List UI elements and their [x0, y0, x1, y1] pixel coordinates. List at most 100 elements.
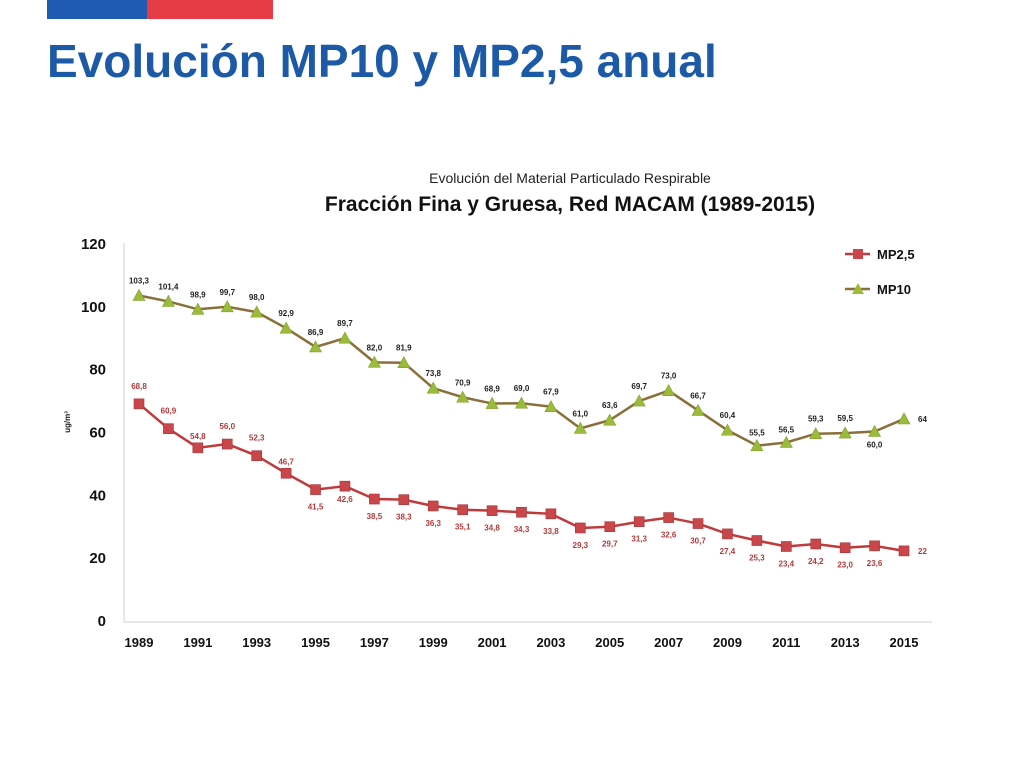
data-label-mp10: 61,0 — [573, 409, 589, 418]
data-label-mp10: 86,9 — [308, 328, 324, 337]
data-label-mp25: 54,8 — [190, 432, 206, 441]
data-point-mp25 — [516, 506, 527, 518]
data-point-mp10 — [191, 302, 205, 315]
data-label-mp10: 69,7 — [631, 382, 647, 391]
data-label-mp10: 82,0 — [367, 343, 383, 352]
data-label-mp25: 31,3 — [631, 535, 647, 544]
x-tick-label: 2003 — [536, 635, 565, 650]
data-point-mp25 — [339, 480, 351, 492]
data-point-mp25 — [192, 442, 204, 454]
brand-bar-blue — [47, 0, 147, 19]
data-point-mp25 — [633, 516, 645, 527]
series-line-mp10 — [138, 294, 905, 447]
y-axis-label: ug/m³ — [63, 411, 72, 433]
data-label-mp10: 59,5 — [837, 414, 853, 423]
data-point-mp25 — [545, 508, 557, 520]
data-label-mp10: 64 — [918, 415, 927, 424]
data-point-mp25 — [692, 518, 704, 529]
data-point-mp25 — [133, 398, 145, 410]
data-label-mp10: 63,6 — [602, 401, 618, 410]
y-tick-label: 20 — [89, 550, 106, 567]
y-tick-label: 40 — [89, 487, 106, 504]
data-point-mp10 — [750, 439, 764, 451]
data-point-mp10 — [514, 396, 529, 409]
data-label-mp10: 66,7 — [690, 391, 706, 400]
y-tick-label: 60 — [89, 425, 106, 442]
data-point-mp10 — [279, 321, 293, 334]
data-point-mp25 — [839, 542, 851, 554]
data-label-mp25: 60,9 — [161, 407, 177, 416]
slide-title: Evolución MP10 y MP2,5 anual — [47, 35, 717, 87]
data-label-mp10: 56,5 — [779, 425, 795, 434]
y-tick-label: 80 — [89, 362, 106, 379]
data-label-mp25: 29,7 — [602, 540, 618, 549]
data-point-mp10 — [367, 355, 381, 368]
x-tick-label: 2001 — [478, 635, 507, 650]
data-label-mp10: 89,7 — [337, 319, 353, 328]
data-point-mp10 — [838, 426, 852, 439]
data-label-mp25: 24,2 — [808, 557, 824, 566]
x-tick-label: 1991 — [183, 635, 212, 650]
data-label-mp25: 34,8 — [484, 524, 500, 533]
data-point-mp25 — [310, 484, 321, 495]
data-label-mp10: 70,9 — [455, 378, 471, 387]
data-label-mp10: 59,3 — [808, 415, 824, 424]
data-point-mp25 — [280, 467, 292, 479]
data-point-mp25 — [869, 540, 880, 552]
data-point-mp10 — [573, 421, 587, 434]
data-point-mp10 — [397, 356, 411, 368]
x-tick-label: 1999 — [419, 635, 448, 650]
data-label-mp25: 42,6 — [337, 495, 353, 504]
data-point-mp25 — [427, 500, 439, 512]
data-label-mp25: 30,7 — [690, 537, 706, 546]
data-point-mp10 — [250, 305, 264, 318]
data-point-mp25 — [898, 545, 910, 557]
data-point-mp25 — [663, 512, 674, 523]
data-point-mp25 — [575, 522, 586, 534]
data-label-mp25: 56,0 — [219, 422, 235, 431]
data-label-mp10: 69,0 — [514, 384, 530, 393]
data-label-mp25: 36,3 — [425, 519, 441, 528]
data-label-mp25: 68,8 — [131, 382, 147, 391]
data-point-mp10 — [691, 403, 705, 416]
data-label-mp25: 52,3 — [249, 434, 265, 443]
data-point-mp25 — [810, 538, 822, 550]
data-point-mp25 — [781, 541, 792, 552]
data-point-mp10 — [868, 424, 882, 437]
legend-label-mp25: MP2,5 — [877, 247, 915, 262]
legend-marker-mp10 — [852, 283, 864, 294]
data-point-mp10 — [809, 427, 823, 439]
data-point-mp25 — [486, 505, 498, 516]
x-tick-label: 2013 — [831, 635, 860, 650]
data-point-mp10 — [309, 340, 323, 353]
data-point-mp25 — [221, 438, 233, 450]
data-label-mp10: 92,9 — [278, 309, 294, 318]
data-point-mp10 — [779, 435, 793, 448]
data-label-mp25: 23,4 — [779, 559, 795, 568]
data-label-mp25: 38,3 — [396, 513, 412, 522]
data-label-mp10: 73,8 — [425, 369, 441, 378]
legend-marker-mp25 — [853, 249, 863, 259]
data-point-mp10 — [603, 413, 617, 426]
data-label-mp25: 23,6 — [867, 559, 883, 568]
data-label-mp10: 60,4 — [720, 411, 736, 420]
data-point-mp10 — [338, 331, 352, 344]
x-tick-label: 1995 — [301, 635, 330, 650]
x-tick-label: 2005 — [595, 635, 624, 650]
data-label-mp25: 41,5 — [308, 503, 324, 512]
y-tick-label: 120 — [81, 236, 106, 253]
data-point-mp25 — [604, 521, 616, 532]
data-label-mp25: 22 — [918, 547, 927, 556]
data-point-mp10 — [132, 288, 146, 301]
x-tick-label: 1997 — [360, 635, 389, 650]
data-point-mp10 — [720, 423, 734, 436]
legend-label-mp10: MP10 — [877, 282, 911, 297]
data-label-mp10: 60,0 — [867, 441, 883, 450]
data-label-mp10: 98,9 — [190, 290, 206, 299]
data-point-mp10 — [897, 412, 911, 425]
data-label-mp25: 23,0 — [837, 561, 853, 570]
data-point-mp10 — [426, 381, 440, 394]
data-label-mp10: 55,5 — [749, 429, 765, 438]
data-point-mp10 — [632, 394, 646, 407]
